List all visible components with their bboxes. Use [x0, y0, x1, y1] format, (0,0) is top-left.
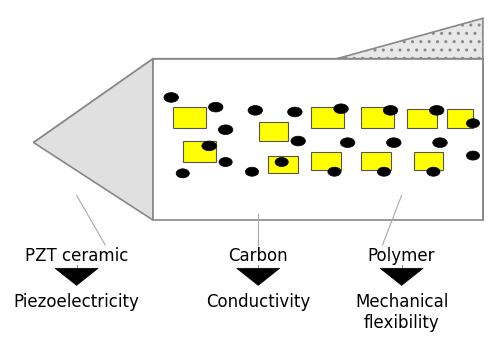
Ellipse shape	[427, 167, 440, 176]
Ellipse shape	[466, 119, 479, 128]
Ellipse shape	[466, 151, 479, 160]
Ellipse shape	[378, 167, 390, 176]
Bar	[268, 155, 298, 173]
Bar	[173, 107, 206, 128]
Ellipse shape	[340, 138, 355, 147]
Text: Piezoelectricity: Piezoelectricity	[14, 293, 140, 311]
Ellipse shape	[432, 138, 448, 147]
Bar	[446, 109, 473, 128]
Ellipse shape	[202, 141, 216, 151]
Bar	[153, 59, 483, 220]
Bar	[182, 141, 216, 162]
Bar	[414, 152, 444, 170]
Ellipse shape	[176, 169, 190, 178]
Ellipse shape	[219, 158, 232, 167]
Ellipse shape	[248, 105, 262, 115]
Polygon shape	[34, 18, 483, 143]
Ellipse shape	[246, 167, 258, 176]
Ellipse shape	[208, 102, 223, 112]
Bar	[361, 152, 390, 170]
Ellipse shape	[430, 105, 444, 115]
Bar	[407, 109, 436, 128]
Text: PZT ceramic: PZT ceramic	[25, 246, 128, 265]
Text: Carbon: Carbon	[228, 246, 288, 265]
Text: Mechanical
flexibility: Mechanical flexibility	[355, 293, 448, 332]
Polygon shape	[236, 268, 280, 285]
Bar	[312, 107, 344, 128]
Ellipse shape	[386, 138, 401, 147]
Polygon shape	[380, 268, 423, 285]
Ellipse shape	[384, 105, 398, 115]
Bar	[361, 107, 394, 128]
Ellipse shape	[164, 93, 178, 102]
Ellipse shape	[218, 125, 233, 135]
Text: Polymer: Polymer	[368, 246, 436, 265]
Text: Conductivity: Conductivity	[206, 293, 310, 311]
Ellipse shape	[288, 107, 302, 117]
Bar	[312, 152, 341, 170]
Polygon shape	[34, 59, 153, 220]
Ellipse shape	[328, 167, 341, 176]
Ellipse shape	[334, 104, 348, 114]
Ellipse shape	[291, 136, 306, 146]
Ellipse shape	[275, 158, 288, 167]
Polygon shape	[55, 268, 98, 285]
Bar	[258, 122, 288, 141]
